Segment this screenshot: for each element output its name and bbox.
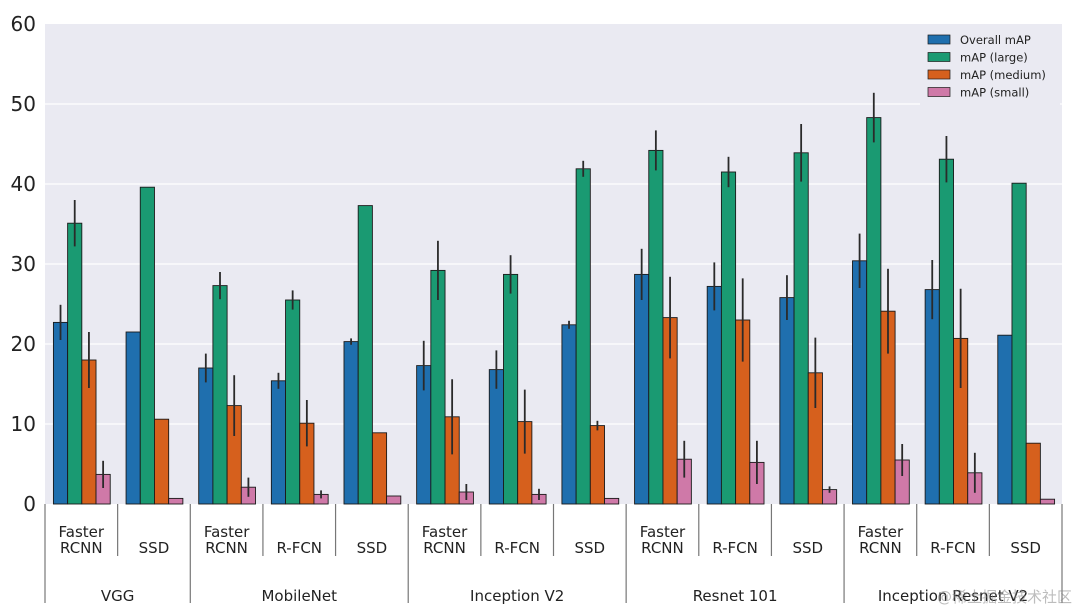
y-tick-label-10: 10: [11, 412, 36, 436]
model-label-11-1: RCNN: [859, 539, 902, 557]
bar-large-8: [648, 149, 664, 505]
watermark-text: @稀土掘金技术社区: [937, 588, 1072, 606]
model-label-0-0: Faster: [59, 523, 105, 541]
model-label-8-1: RCNN: [641, 539, 684, 557]
model-label-5-1: RCNN: [423, 539, 466, 557]
bar-overall-2: [198, 367, 214, 505]
bar-large-3: [285, 299, 301, 505]
legend-swatch-overall: [927, 34, 951, 45]
model-label-0-1: RCNN: [60, 539, 103, 557]
bar-overall-8: [634, 273, 650, 505]
legend-label-medium: mAP (medium): [960, 68, 1046, 82]
y-tick-label-0: 0: [23, 492, 36, 516]
bar-large-2: [212, 285, 228, 505]
bar-large-10: [793, 152, 809, 505]
bar-small-7: [604, 497, 620, 505]
model-label-3-0: R-FCN: [276, 539, 322, 557]
bar-overall-11: [852, 260, 868, 505]
bar-large-4: [357, 205, 373, 505]
bar-overall-12: [924, 289, 940, 505]
model-label-13-0: SSD: [1010, 539, 1041, 557]
bar-large-6: [503, 273, 519, 505]
model-label-2-0: Faster: [204, 523, 250, 541]
model-label-7-0: SSD: [575, 539, 606, 557]
bar-large-7: [575, 168, 591, 505]
bar-large-9: [720, 171, 737, 505]
y-tick-label-30: 30: [11, 252, 36, 276]
model-label-11-0: Faster: [858, 523, 904, 541]
bar-overall-1: [125, 331, 141, 505]
bar-small-4: [386, 495, 402, 505]
bar-small-1: [168, 497, 184, 505]
legend-swatch-small: [927, 87, 951, 97]
legend: Overall mAP mAP (large) mAP (medium) mAP (s…: [920, 26, 1060, 106]
group-label-3: Resnet 101: [693, 587, 778, 605]
bar-large-0: [67, 222, 83, 505]
model-label-2-1: RCNN: [205, 539, 248, 557]
model-label-9-0: R-FCN: [712, 539, 758, 557]
model-label-10-0: SSD: [792, 539, 823, 557]
bar-large-11: [866, 117, 882, 505]
bar-small-13: [1039, 498, 1056, 505]
bar-large-13: [1011, 182, 1027, 505]
bar-medium-13: [1025, 442, 1041, 505]
legend-swatch-large: [927, 52, 951, 62]
group-label-0: VGG: [101, 587, 135, 605]
bar-overall-13: [997, 334, 1013, 505]
error-bars: [59, 92, 976, 500]
y-tick-label-40: 40: [11, 172, 36, 196]
group-label-2: Inception V2: [470, 587, 564, 605]
model-label-6-0: R-FCN: [494, 539, 540, 557]
model-label-5-0: Faster: [422, 523, 468, 541]
bar-overall-6: [488, 369, 504, 505]
bar-overall-4: [343, 341, 359, 505]
legend-label-small: mAP (small): [960, 86, 1029, 100]
bar-medium-1: [154, 418, 170, 505]
bar-large-5: [430, 269, 446, 505]
group-label-1: MobileNet: [261, 587, 337, 605]
model-label-8-0: Faster: [640, 523, 686, 541]
bar-overall-9: [706, 285, 722, 505]
bar-overall-7: [561, 324, 577, 505]
legend-swatch-medium: [927, 69, 951, 80]
bar-large-12: [938, 158, 954, 505]
legend-label-large: mAP (large): [960, 51, 1028, 65]
bar-medium-7: [589, 425, 605, 505]
bar-medium-4: [371, 432, 388, 505]
bar-overall-3: [270, 380, 287, 505]
y-tick-label-60: 60: [11, 12, 36, 36]
model-label-12-0: R-FCN: [930, 539, 976, 557]
bar-large-1: [139, 186, 155, 505]
y-axis-ticks: 0 10 20 30 40 50 60: [11, 12, 36, 516]
bars: [52, 117, 1056, 505]
bar-overall-0: [52, 321, 69, 505]
model-label-4-0: SSD: [357, 539, 388, 557]
legend-label-overall: Overall mAP: [960, 33, 1031, 47]
model-label-1-0: SSD: [139, 539, 170, 557]
group-label-4: Inception Resnet V2: [878, 587, 1028, 605]
y-tick-label-50: 50: [11, 92, 36, 116]
y-tick-label-20: 20: [11, 332, 36, 356]
bar-overall-10: [779, 297, 795, 505]
